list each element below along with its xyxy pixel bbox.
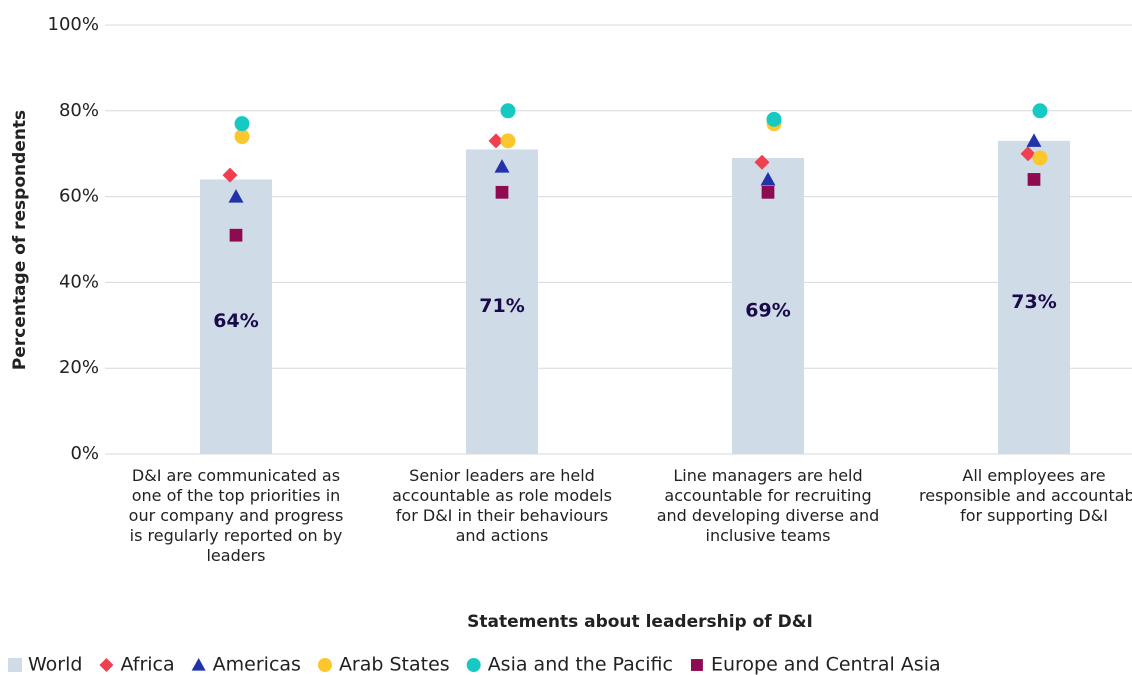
bar xyxy=(466,149,538,454)
square-marker xyxy=(761,185,775,199)
circle-marker xyxy=(234,129,250,145)
diamond-marker xyxy=(1020,146,1036,162)
bar xyxy=(200,179,272,454)
legend-label: Africa xyxy=(120,654,174,675)
legend-label: Asia and the Pacific xyxy=(488,654,673,675)
legend-label: Arab States xyxy=(339,654,450,675)
square-marker xyxy=(690,659,703,671)
circle-marker xyxy=(766,111,782,127)
circle-marker xyxy=(1032,103,1048,119)
triangle-marker xyxy=(760,171,776,186)
bar xyxy=(998,140,1070,454)
triangle-marker xyxy=(228,189,244,203)
triangle-marker xyxy=(494,159,510,173)
x-tick-label: D&I are communicated as one of the top p… xyxy=(128,466,344,565)
circle-marker xyxy=(500,133,516,149)
diamond-marker xyxy=(754,154,770,170)
legend-label: Americas xyxy=(213,654,301,675)
circle-marker xyxy=(234,116,250,132)
circle-marker xyxy=(1032,150,1048,166)
x-tick-label: All employees are responsible and accoun… xyxy=(919,466,1132,525)
y-tick-label: 40% xyxy=(59,271,99,292)
bar-value-label: 71% xyxy=(479,295,524,317)
y-tick-label: 80% xyxy=(59,100,99,121)
square-marker xyxy=(1027,173,1041,186)
x-axis-label: Statements about leadership of D&I xyxy=(467,612,813,632)
y-tick-label: 20% xyxy=(59,357,99,378)
triangle-marker xyxy=(191,658,206,671)
bar xyxy=(732,157,804,455)
square-marker xyxy=(495,185,509,199)
bar-value-label: 69% xyxy=(745,299,790,321)
bar-value-label: 64% xyxy=(213,310,258,332)
circle-marker xyxy=(317,658,332,672)
y-tick-label: 100% xyxy=(48,14,99,35)
diamond-marker xyxy=(222,167,238,183)
x-tick-label: Senior leaders are held accountable as r… xyxy=(392,466,612,545)
triangle-marker xyxy=(1026,133,1042,147)
y-axis-label: Percentage of respondents xyxy=(10,110,30,370)
y-tick-label: 60% xyxy=(59,186,99,207)
x-tick-label: Line managers are held accountable for r… xyxy=(656,466,880,545)
legend-label: Europe and Central Asia xyxy=(711,654,941,675)
bar-value-label: 73% xyxy=(1011,291,1056,313)
circle-marker xyxy=(500,103,516,119)
circle-marker xyxy=(466,658,481,672)
legend-label: World xyxy=(28,654,82,675)
square-marker xyxy=(229,228,243,242)
diamond-marker xyxy=(99,658,114,672)
y-tick-label: 0% xyxy=(70,443,99,464)
diamond-marker xyxy=(488,133,504,149)
legend-swatch xyxy=(8,658,22,672)
